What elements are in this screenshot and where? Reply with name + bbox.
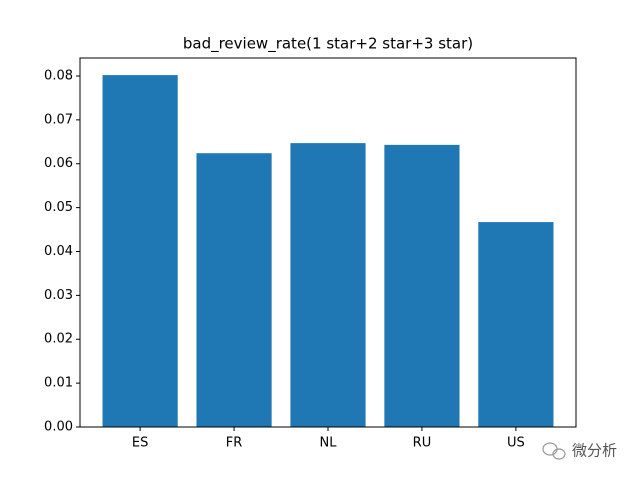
y-tick-label: 0.03: [44, 288, 73, 303]
x-tick-label: NL: [320, 436, 338, 451]
plot-frame: [79, 57, 577, 428]
watermark-icon: [542, 442, 566, 460]
y-tick-label: 0.01: [44, 376, 73, 391]
bar: [384, 144, 460, 427]
x-tick-label: FR: [226, 436, 243, 451]
y-tick-label: 0.04: [44, 244, 73, 259]
chart-title: bad_review_rate(1 star+2 star+3 star): [183, 35, 473, 54]
x-tick-label: ES: [132, 436, 148, 451]
bar: [102, 75, 178, 428]
y-tick-label: 0.02: [44, 332, 73, 347]
y-tick-label: 0.05: [44, 200, 73, 215]
x-tick-label: US: [507, 436, 525, 451]
bar: [478, 222, 554, 427]
x-tick-label: RU: [413, 436, 432, 451]
y-tick-label: 0.06: [44, 156, 73, 171]
bar: [196, 153, 272, 427]
y-tick-label: 0.08: [44, 68, 73, 83]
y-tick-label: 0.07: [44, 112, 73, 127]
bar: [290, 143, 366, 427]
watermark: 微分析: [572, 442, 617, 460]
y-tick-label: 0.00: [44, 420, 73, 435]
